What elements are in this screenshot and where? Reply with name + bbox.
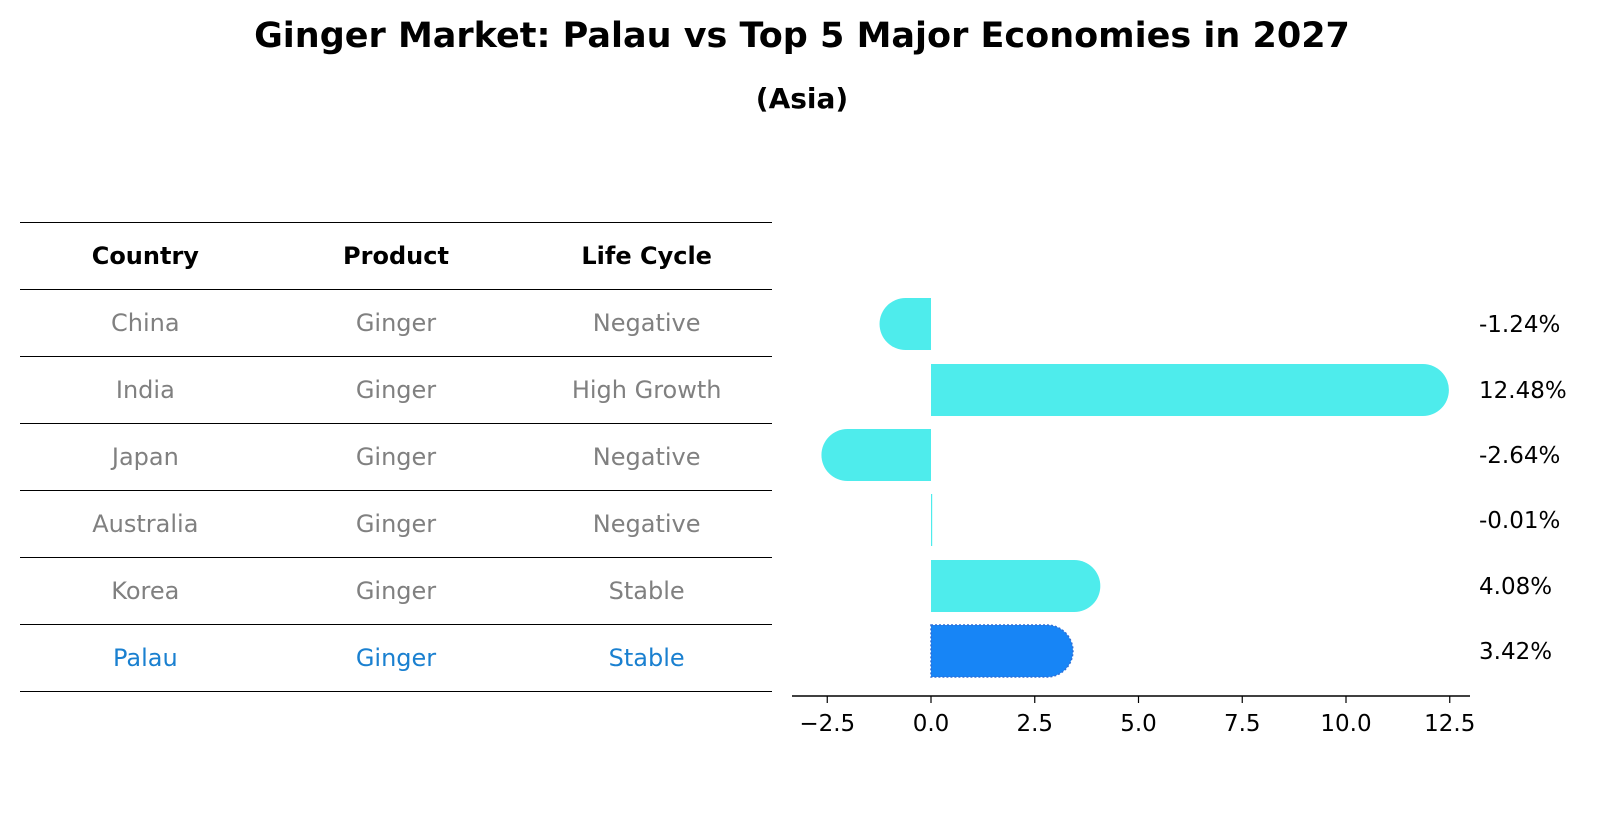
bar-highlight [930,624,1074,678]
table-header-row: Country Product Life Cycle [20,222,772,290]
header-country: Country [20,222,271,290]
data-label: -0.01% [1479,508,1560,534]
cell-product: Ginger [270,624,522,692]
table-row: Japan Ginger Negative [20,423,772,491]
data-label: 12.48% [1479,378,1567,404]
cell-product: Ginger [270,356,522,424]
chart-title: Ginger Market: Palau vs Top 5 Major Econ… [254,16,1350,56]
x-tick-label: 12.5 [1424,711,1475,737]
x-tick-label: −2.5 [799,711,855,737]
table-row-highlight: Palau Ginger Stable [20,624,772,692]
cell-life-cycle: Negative [521,423,772,491]
cell-life-cycle: Negative [521,490,772,558]
cell-country: Palau [20,624,271,692]
cell-product: Ginger [270,289,522,357]
cell-product: Ginger [270,490,522,558]
cell-country: Japan [20,423,271,491]
bar [879,298,931,350]
x-tick-label: 10.0 [1320,711,1371,737]
table-row: Korea Ginger Stable [20,557,772,625]
cell-life-cycle: Negative [521,289,772,357]
cell-country: India [20,356,271,424]
cell-country: China [20,289,271,357]
table-row: China Ginger Negative [20,289,772,357]
country-table: Country Product Life Cycle China Ginger … [20,222,772,692]
x-tick-label: 5.0 [1120,711,1157,737]
x-tick-label: 0.0 [913,711,950,737]
cell-country: Korea [20,557,271,625]
cell-life-cycle: High Growth [521,356,772,424]
chart-subtitle: (Asia) [755,82,849,115]
bar [931,560,1101,612]
cell-product: Ginger [270,557,522,625]
cell-life-cycle: Stable [521,624,772,692]
table-row: Australia Ginger Negative [20,490,772,558]
bar [821,429,931,481]
table-row: India Ginger High Growth [20,356,772,424]
x-tick-label: 7.5 [1224,711,1261,737]
cell-country: Australia [20,490,271,558]
bar [931,364,1449,416]
data-label: 4.08% [1479,574,1552,600]
data-label: -1.24% [1479,312,1560,338]
data-label: 3.42% [1479,639,1552,665]
bar [931,494,933,546]
x-tick-label: 2.5 [1016,711,1053,737]
data-label: -2.64% [1479,443,1560,469]
cell-product: Ginger [270,423,522,491]
header-life-cycle: Life Cycle [521,222,772,290]
cell-life-cycle: Stable [521,557,772,625]
header-product: Product [270,222,522,290]
